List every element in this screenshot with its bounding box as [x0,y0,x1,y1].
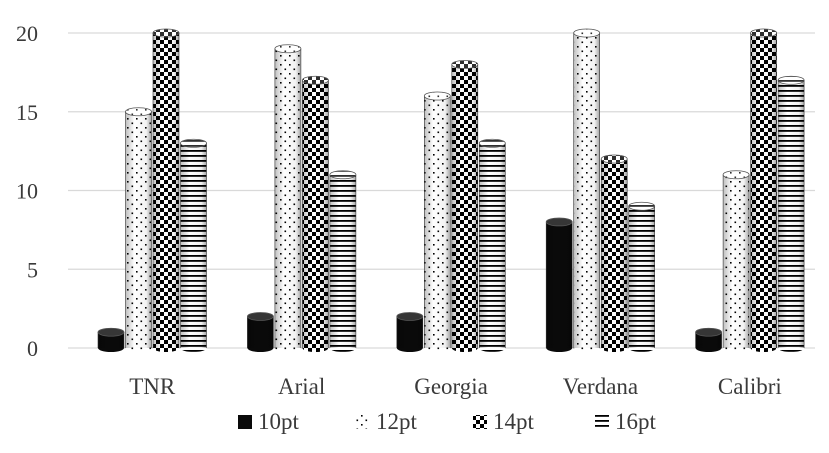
bar [125,107,152,352]
y-tick-label: 10 [16,179,38,204]
x-tick-label: Verdana [563,374,638,399]
legend-swatch [356,415,370,429]
x-tick-label: TNR [129,374,176,399]
x-tick-label: Georgia [414,374,488,399]
legend-label: 14pt [493,409,535,434]
bar [246,312,274,352]
bar [777,75,805,352]
x-tick-label: Calibri [718,374,782,399]
bar [478,138,506,352]
bar [396,312,424,352]
bar [423,91,451,352]
bar [695,327,722,352]
legend-swatch [473,415,487,429]
bar [750,28,777,352]
bar [600,154,628,352]
bar [722,170,750,352]
y-axis-ticks: 0 5 10 15 20 [16,21,38,361]
bar [545,217,573,352]
legend-label: 10pt [258,409,300,434]
bar [573,28,601,352]
legend-swatch [238,415,252,429]
bar [329,170,357,352]
y-tick-label: 15 [16,100,38,125]
legend: 10pt 12pt 14pt 16pt [238,409,657,434]
y-tick-label: 0 [27,336,38,361]
y-tick-label: 5 [27,257,38,282]
bar [152,28,180,352]
bars [97,28,805,352]
y-tick-label: 20 [16,21,38,46]
bar [274,44,302,352]
bar [97,327,125,352]
legend-swatch [595,415,609,429]
x-tick-label: Arial [278,374,325,399]
x-axis-ticks: TNR Arial Georgia Verdana Calibri [129,374,782,399]
bar [301,75,329,352]
legend-label: 16pt [615,409,657,434]
legend-label: 12pt [376,409,418,434]
bar [628,201,656,352]
bar [451,60,479,352]
bar [180,138,207,352]
